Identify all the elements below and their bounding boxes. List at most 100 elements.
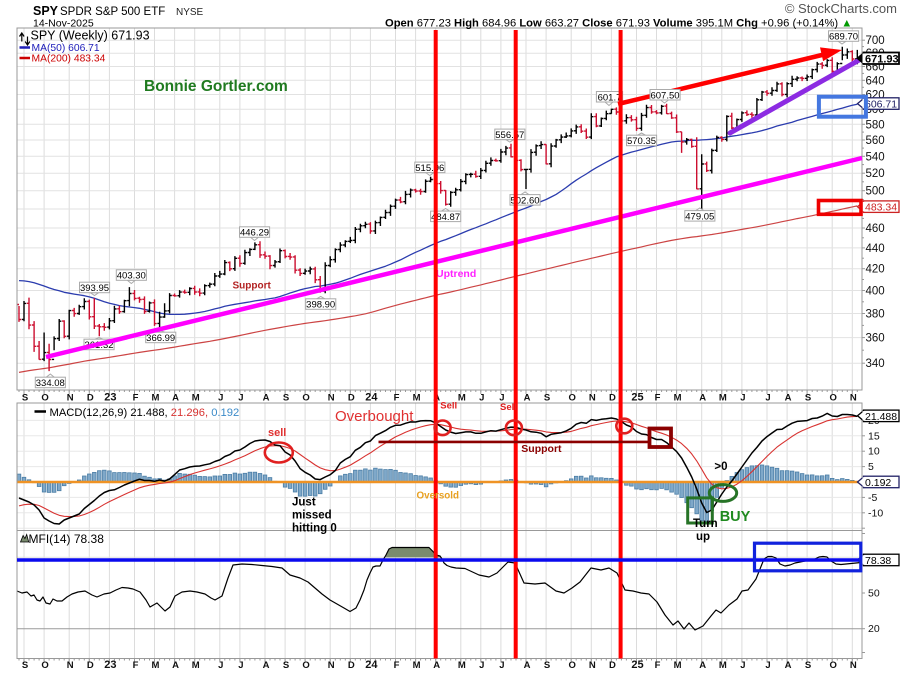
- svg-text:Oversold: Oversold: [417, 491, 459, 502]
- svg-text:F: F: [394, 393, 400, 404]
- svg-text:M: M: [152, 393, 160, 404]
- svg-text:F: F: [394, 660, 400, 671]
- svg-text:N: N: [328, 660, 335, 671]
- svg-text:BUY: BUY: [720, 509, 751, 525]
- svg-text:515.96: 515.96: [415, 163, 444, 174]
- svg-text:A: A: [699, 393, 706, 404]
- svg-text:380: 380: [866, 309, 885, 321]
- svg-text:502.60: 502.60: [510, 195, 539, 206]
- svg-text:440: 440: [866, 243, 885, 255]
- svg-text:hitting 0: hitting 0: [292, 523, 337, 535]
- svg-text:-10: -10: [868, 507, 883, 519]
- svg-text:Bonnie Gortler.com: Bonnie Gortler.com: [144, 78, 288, 95]
- svg-text:D: D: [348, 660, 355, 671]
- svg-text:>0: >0: [714, 461, 727, 473]
- svg-text:D: D: [609, 393, 616, 404]
- svg-text:398.90: 398.90: [306, 300, 335, 311]
- svg-text:F: F: [133, 660, 139, 671]
- svg-text:50: 50: [868, 588, 880, 600]
- svg-text:23: 23: [104, 392, 116, 404]
- svg-text:0.192: 0.192: [865, 477, 891, 489]
- svg-text:25: 25: [631, 659, 643, 671]
- svg-text:J: J: [218, 393, 223, 404]
- svg-text:D: D: [348, 393, 355, 404]
- svg-text:580: 580: [866, 119, 885, 131]
- svg-text:556.57: 556.57: [495, 130, 524, 141]
- svg-text:J: J: [238, 393, 243, 404]
- svg-text:A: A: [172, 393, 179, 404]
- svg-text:700: 700: [866, 35, 885, 47]
- svg-text:483.34: 483.34: [865, 202, 897, 214]
- svg-text:S: S: [22, 393, 28, 404]
- svg-text:N: N: [589, 660, 596, 671]
- svg-text:14-Nov-2025: 14-Nov-2025: [33, 18, 94, 30]
- svg-text:F: F: [655, 393, 661, 404]
- svg-text:400: 400: [866, 286, 885, 298]
- svg-text:25: 25: [631, 392, 643, 404]
- svg-text:23: 23: [104, 659, 116, 671]
- svg-text:420: 420: [866, 264, 885, 276]
- svg-text:MA(50) 606.71: MA(50) 606.71: [32, 43, 100, 54]
- svg-text:A: A: [785, 660, 792, 671]
- svg-text:671.93: 671.93: [865, 53, 899, 65]
- svg-text:SPDR S&P 500 ETF: SPDR S&P 500 ETF: [60, 6, 165, 18]
- svg-text:15: 15: [868, 430, 880, 442]
- svg-text:A: A: [172, 660, 179, 671]
- svg-text:N: N: [328, 393, 335, 404]
- svg-text:J: J: [499, 393, 504, 404]
- svg-text:MACD(12,26,9) 21.488, 21.296,: MACD(12,26,9) 21.488, 21.296, 0.192: [50, 407, 240, 419]
- svg-text:© StockCharts.com: © StockCharts.com: [785, 1, 897, 16]
- svg-text:Just: Just: [292, 497, 316, 509]
- svg-text:J: J: [765, 660, 770, 671]
- svg-text:N: N: [850, 660, 857, 671]
- svg-text:24: 24: [365, 392, 378, 404]
- svg-text:J: J: [740, 660, 745, 671]
- svg-text:M: M: [719, 393, 727, 404]
- svg-text:M: M: [674, 393, 682, 404]
- svg-text:sell: sell: [268, 427, 286, 439]
- svg-text:O: O: [569, 660, 576, 671]
- svg-text:640: 640: [866, 75, 885, 87]
- svg-text:MA(200) 483.34: MA(200) 483.34: [32, 54, 106, 65]
- svg-text:J: J: [765, 393, 770, 404]
- svg-text:A: A: [699, 660, 706, 671]
- svg-text:N: N: [589, 393, 596, 404]
- svg-text:S: S: [283, 393, 289, 404]
- svg-text:J: J: [218, 660, 223, 671]
- svg-text:606.71: 606.71: [865, 99, 897, 111]
- svg-text:S: S: [805, 660, 811, 671]
- svg-text:J: J: [238, 660, 243, 671]
- svg-text:D: D: [87, 660, 94, 671]
- svg-text:Sell: Sell: [500, 402, 517, 413]
- svg-text:O: O: [830, 393, 837, 404]
- svg-text:20: 20: [868, 623, 880, 635]
- svg-text:SPY (Weekly) 671.93: SPY (Weekly) 671.93: [31, 29, 150, 43]
- svg-text:M: M: [192, 660, 200, 671]
- svg-text:446.29: 446.29: [240, 228, 269, 239]
- svg-text:607.50: 607.50: [650, 90, 679, 101]
- svg-text:O: O: [569, 393, 576, 404]
- svg-text:403.30: 403.30: [117, 271, 146, 282]
- svg-text:M: M: [413, 393, 421, 404]
- svg-text:N: N: [67, 660, 74, 671]
- svg-text:NYSE: NYSE: [176, 7, 204, 18]
- svg-text:up: up: [696, 531, 710, 543]
- svg-text:S: S: [805, 393, 811, 404]
- svg-text:Uptrend: Uptrend: [436, 268, 476, 280]
- svg-text:10: 10: [868, 446, 880, 458]
- svg-text:D: D: [87, 393, 94, 404]
- svg-text:M: M: [413, 660, 421, 671]
- svg-text:J: J: [479, 393, 484, 404]
- svg-text:A: A: [263, 393, 270, 404]
- svg-text:J: J: [740, 393, 745, 404]
- svg-text:missed: missed: [292, 510, 332, 522]
- svg-text:O: O: [302, 393, 309, 404]
- svg-text:S: S: [283, 660, 289, 671]
- svg-text:689.70: 689.70: [829, 32, 858, 43]
- svg-text:M: M: [192, 393, 200, 404]
- svg-text:479.05: 479.05: [685, 211, 714, 222]
- svg-text:S: S: [544, 660, 550, 671]
- svg-text:S: S: [22, 660, 28, 671]
- svg-text:D: D: [609, 660, 616, 671]
- svg-text:Sell: Sell: [440, 401, 457, 412]
